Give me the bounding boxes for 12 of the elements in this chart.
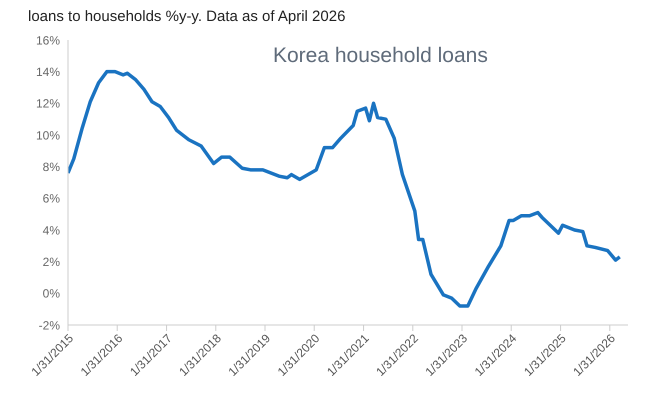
y-tick-label: -2% xyxy=(38,318,60,332)
y-tick-label: 2% xyxy=(42,254,60,269)
y-tick-label: 0% xyxy=(42,286,60,301)
y-tick-label: 8% xyxy=(42,160,60,174)
y-tick-label: 4% xyxy=(42,223,60,238)
y-tick-label: 6% xyxy=(42,192,60,206)
y-tick-label: 14% xyxy=(36,64,60,79)
chart-subtitle: Korea household loans xyxy=(273,44,488,68)
y-tick-label: 16% xyxy=(36,33,60,48)
y-tick-label: 10% xyxy=(36,128,60,142)
chart-title: loans to households %y-y. Data as of April 2026 xyxy=(28,8,346,27)
y-tick-label: 12% xyxy=(36,96,60,111)
